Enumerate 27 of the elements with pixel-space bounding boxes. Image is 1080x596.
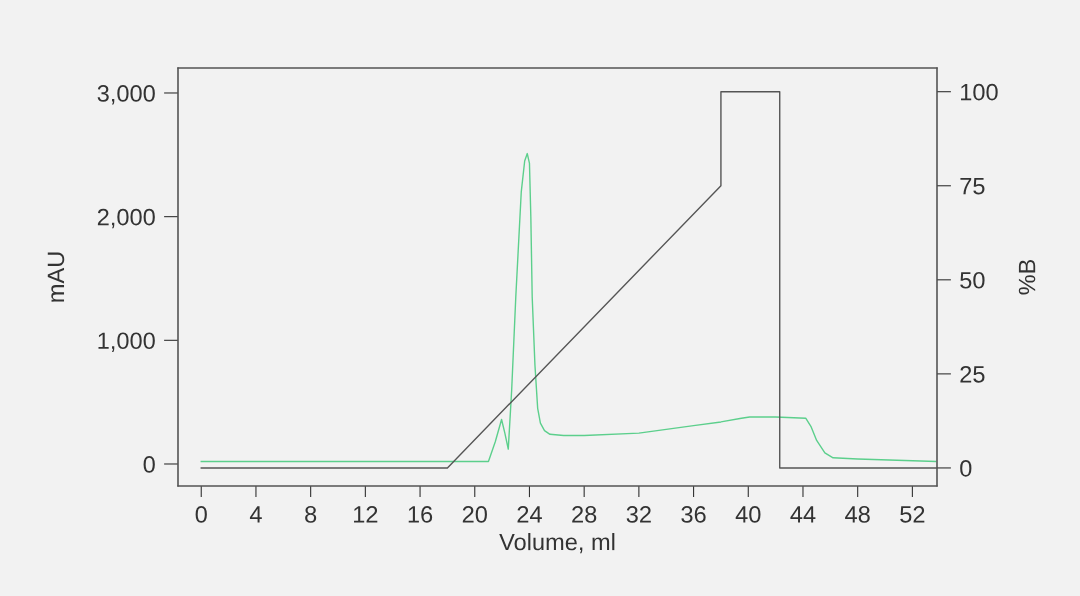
- x-tick-label: 8: [305, 506, 317, 523]
- x-tick-label: 12: [354, 506, 378, 523]
- x-tick-label: 0: [195, 506, 207, 523]
- x-tick-label: 32: [626, 506, 651, 523]
- y2-axis-title: %B: [1018, 259, 1036, 295]
- y-tick-label: 0: [143, 456, 155, 473]
- y-tick-label: 2,000: [97, 208, 155, 229]
- x-tick-label: 24: [517, 506, 542, 523]
- y2-tick-label: 50: [960, 271, 985, 289]
- y-tick-label: 3,000: [97, 85, 155, 105]
- x-tick-label: 16: [408, 506, 433, 523]
- y-axis-title: mAU: [47, 252, 65, 302]
- x-tick-label: 48: [845, 506, 870, 523]
- x-tick-label: 52: [900, 506, 925, 523]
- y2-tick-label: 0: [960, 460, 972, 477]
- x-tick-label: 28: [572, 506, 597, 523]
- line-series: [200, 152, 937, 463]
- y2-tick-label: 75: [960, 178, 985, 195]
- x-tick-label: 20: [462, 506, 487, 523]
- y2-tick-label: 25: [960, 365, 985, 383]
- x-tick-label: 44: [790, 506, 816, 523]
- x-axis-title: Volume, ml: [499, 533, 615, 554]
- x-tick-label: 4: [249, 506, 262, 523]
- y2-tick-label: 100: [961, 83, 998, 101]
- y-tick-label: 1,000: [98, 332, 155, 352]
- x-tick-label: 36: [681, 506, 706, 523]
- x-tick-label: 40: [735, 506, 761, 523]
